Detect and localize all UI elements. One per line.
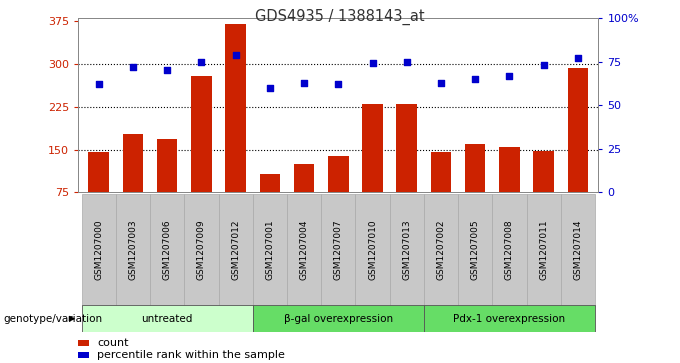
Bar (253, 193, 287, 306)
Point (538, 62, 549, 68)
Bar (561, 193, 595, 306)
Text: Pdx-1 overexpression: Pdx-1 overexpression (454, 314, 566, 323)
Bar (321, 193, 356, 306)
Text: GSM1207001: GSM1207001 (265, 219, 274, 280)
Point (367, 61, 378, 66)
Text: GSM1207012: GSM1207012 (231, 219, 240, 280)
Text: GSM1207011: GSM1207011 (539, 219, 548, 280)
Point (401, 59, 412, 65)
Text: GSM1207009: GSM1207009 (197, 219, 206, 280)
Bar (82, 193, 116, 306)
Text: GDS4935 / 1388143_at: GDS4935 / 1388143_at (255, 9, 425, 25)
Text: GSM1207007: GSM1207007 (334, 219, 343, 280)
Text: genotype/variation: genotype/variation (3, 314, 103, 324)
Text: GSM1207000: GSM1207000 (95, 219, 103, 280)
Bar (533, 151, 554, 235)
Point (333, 81, 343, 87)
Bar (88, 152, 109, 235)
Text: GSM1207004: GSM1207004 (300, 219, 309, 280)
Bar (260, 174, 280, 235)
Bar (430, 152, 452, 235)
Text: GSM1207002: GSM1207002 (437, 219, 445, 280)
Bar (568, 68, 588, 235)
Text: GSM1207008: GSM1207008 (505, 219, 514, 280)
Bar (458, 193, 492, 306)
Point (435, 80, 446, 86)
Bar (225, 24, 246, 235)
Point (573, 55, 583, 61)
Text: β-gal overexpression: β-gal overexpression (284, 314, 393, 323)
Point (162, 68, 173, 73)
Text: GSM1207005: GSM1207005 (471, 219, 479, 280)
Bar (465, 144, 486, 235)
Text: GSM1207010: GSM1207010 (368, 219, 377, 280)
Bar (253, 306, 424, 332)
Text: untreated: untreated (141, 314, 193, 323)
Bar (218, 193, 253, 306)
Bar (78, 340, 88, 346)
Bar (82, 306, 253, 332)
Bar (492, 193, 526, 306)
Text: percentile rank within the sample: percentile rank within the sample (97, 350, 285, 360)
Bar (78, 352, 88, 358)
Bar (499, 147, 520, 235)
Bar (356, 193, 390, 306)
Bar (396, 104, 417, 235)
Point (231, 52, 241, 58)
Point (265, 85, 275, 91)
Point (504, 73, 515, 78)
Bar (191, 77, 211, 235)
Bar (150, 193, 184, 306)
Point (299, 80, 309, 86)
Text: GSM1207013: GSM1207013 (403, 219, 411, 280)
Bar (287, 193, 321, 306)
Bar (122, 134, 143, 235)
Point (196, 59, 207, 65)
Text: GSM1207014: GSM1207014 (573, 219, 582, 280)
Point (93, 81, 104, 87)
Text: GSM1207006: GSM1207006 (163, 219, 171, 280)
Bar (526, 193, 561, 306)
Bar (424, 193, 458, 306)
Bar (328, 156, 349, 235)
Text: count: count (97, 338, 129, 348)
Bar (294, 164, 314, 235)
Bar (424, 306, 595, 332)
Point (128, 64, 139, 70)
Point (470, 76, 481, 82)
Text: GSM1207003: GSM1207003 (129, 219, 137, 280)
Bar (390, 193, 424, 306)
Bar (157, 139, 177, 235)
Bar (116, 193, 150, 306)
Bar (362, 104, 383, 235)
Bar (184, 193, 218, 306)
